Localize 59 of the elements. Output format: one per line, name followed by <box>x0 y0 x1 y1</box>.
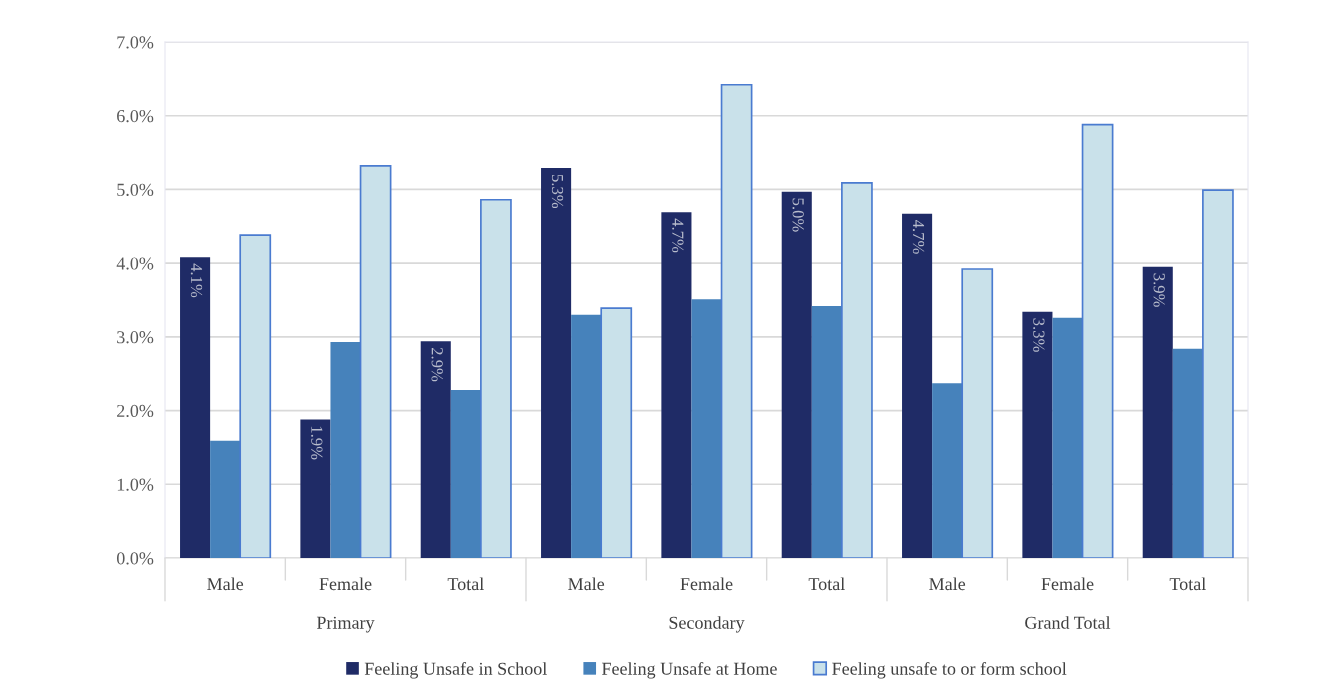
data-label: 4.7% <box>672 218 684 253</box>
x-tick-label: Total <box>1169 577 1206 591</box>
legend-label: Feeling Unsafe at Home <box>601 661 777 679</box>
x-tick-label: Female <box>319 577 372 591</box>
bar <box>210 440 241 558</box>
data-label: 5.3% <box>551 174 564 209</box>
x-tick-label: Female <box>680 577 733 591</box>
y-tick-label: 3.0% <box>117 331 154 344</box>
y-tick-label: 1.0% <box>117 478 154 491</box>
bar <box>330 342 361 558</box>
bar <box>1052 317 1083 558</box>
text: Primary <box>316 616 375 633</box>
y-tick-label: 5.0% <box>117 183 154 196</box>
text: Grand Total <box>1025 616 1111 629</box>
bar <box>300 419 331 558</box>
bar <box>1081 123 1114 558</box>
bar <box>1202 189 1234 558</box>
bar <box>571 314 602 558</box>
bar <box>1022 311 1053 558</box>
x-tick-label: Male <box>929 577 966 591</box>
y-tick-label: 2.0% <box>117 404 154 418</box>
data-label: 3.9% <box>1153 273 1165 307</box>
bar <box>541 168 572 558</box>
bar <box>1142 266 1173 558</box>
y-tick-label: 4.0% <box>116 257 154 270</box>
x-tick-label: Female <box>1041 577 1094 591</box>
text: Secondary <box>669 616 745 633</box>
bar <box>720 83 753 558</box>
data-label: 4.7% <box>912 219 925 254</box>
bar <box>239 234 272 558</box>
data-label: 2.9% <box>431 347 443 382</box>
bar <box>480 198 512 558</box>
data-label: 3.3% <box>1033 318 1045 352</box>
x-tick-label: Male <box>568 577 605 591</box>
data-label: 1.9% <box>311 426 323 460</box>
bar <box>841 181 873 558</box>
legend-label: Feeling Unsafe in School <box>364 661 547 679</box>
bar <box>1172 348 1203 558</box>
data-label: 5.0% <box>792 198 804 232</box>
bar <box>180 257 211 558</box>
x-tick-label: Total <box>808 577 845 591</box>
bar <box>781 191 812 558</box>
y-tick-label: 6.0% <box>117 109 154 123</box>
bar <box>961 268 994 558</box>
bar <box>811 305 842 558</box>
x-tick-label: Total <box>447 577 484 591</box>
bar <box>661 212 692 558</box>
bar <box>932 383 963 558</box>
y-tick-label: 7.0% <box>117 36 154 49</box>
bar <box>420 341 451 558</box>
data-label: 4.1% <box>190 263 203 298</box>
x-tick-label: Male <box>207 577 244 591</box>
bar <box>450 389 481 558</box>
bar <box>902 213 933 558</box>
y-tick-label: 0.0% <box>116 552 154 565</box>
bar <box>691 299 722 558</box>
bar <box>359 165 392 558</box>
legend-label: Feeling unsafe to or form school <box>832 661 1067 679</box>
bar <box>600 307 633 558</box>
